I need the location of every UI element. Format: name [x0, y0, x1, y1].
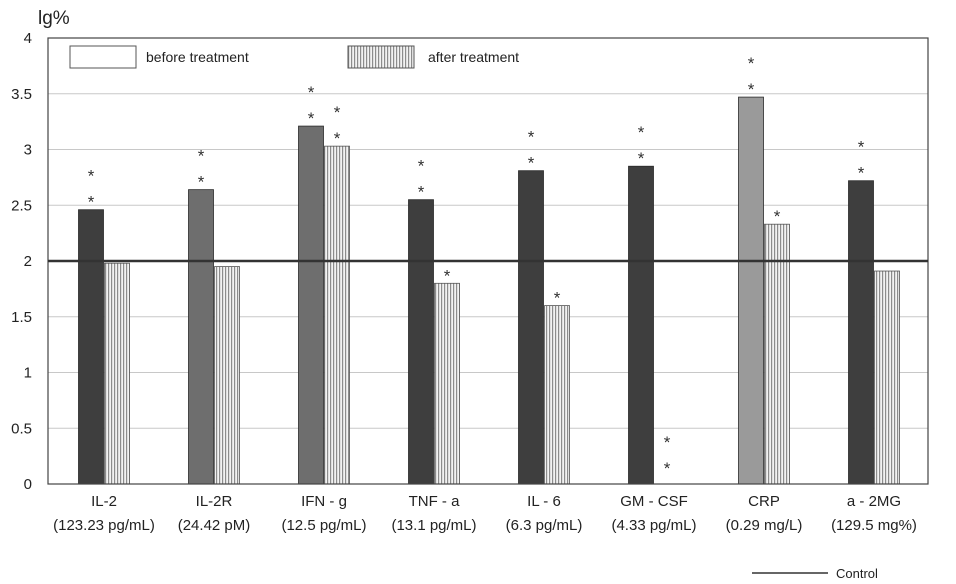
y-tick-label: 2: [24, 253, 32, 270]
x-tick-unit-label: (129.5 mg%): [831, 517, 917, 534]
y-tick-label: 1.5: [11, 309, 32, 326]
y-tick-label: 2.5: [11, 197, 32, 214]
y-tick-label: 4: [24, 30, 32, 47]
bar-after-treatment: [434, 282, 460, 485]
significance-markers: * * * * * * * * * * * * * * * * * * * * * * *: [88, 54, 865, 478]
legend: before treatment after treatment: [69, 45, 519, 69]
bar-before-treatment: [298, 125, 324, 485]
significance-star: *: [664, 459, 671, 478]
control-legend: Control: [752, 566, 878, 581]
significance-star: *: [638, 123, 645, 142]
x-tick-label: a - 2MG: [847, 493, 901, 510]
significance-star: *: [638, 149, 645, 168]
bar-after-treatment: [874, 270, 900, 485]
bar-after-treatment: [104, 262, 130, 485]
significance-star: *: [308, 109, 315, 128]
x-tick-unit-label: (24.42 pM): [178, 517, 251, 534]
y-tick-label: 3: [24, 142, 32, 159]
significance-star: *: [88, 193, 95, 212]
significance-star: *: [418, 157, 425, 176]
bar-before-treatment: [738, 96, 764, 485]
y-tick-label: 0.5: [11, 420, 32, 437]
x-tick-label: IL-2: [91, 493, 117, 510]
y-tick-labels: 0 0.5 1 1.5 2 2.5 3 3.5 4: [11, 30, 32, 493]
legend-label-before: before treatment: [146, 49, 249, 65]
x-tick-labels: IL-2 (123.23 pg/mL) IL-2R (24.42 pM) IFN - g…: [53, 493, 917, 534]
bar-after-treatment: [214, 266, 240, 485]
significance-star: *: [334, 129, 341, 148]
significance-star: *: [528, 128, 535, 147]
x-tick-unit-label: (0.29 mg/L): [726, 517, 803, 534]
significance-star: *: [774, 207, 781, 226]
bar-after-treatment: [544, 305, 570, 485]
significance-star: *: [444, 266, 451, 285]
x-tick-unit-label: (123.23 pg/mL): [53, 517, 155, 534]
x-tick-label: IFN - g: [301, 493, 347, 510]
significance-star: *: [334, 103, 341, 122]
legend-label-after: after treatment: [428, 49, 519, 65]
significance-star: *: [198, 173, 205, 192]
x-tick-unit-label: (4.33 pg/mL): [611, 517, 696, 534]
x-tick-label: CRP: [748, 493, 780, 510]
significance-star: *: [528, 154, 535, 173]
y-axis-label: lg%: [38, 8, 70, 29]
bar-before-treatment: [78, 209, 104, 485]
bar-before-treatment: [628, 165, 654, 485]
bar-before-treatment: [188, 189, 214, 485]
significance-star: *: [858, 138, 865, 157]
y-tick-label: 1: [24, 365, 32, 382]
significance-star: *: [554, 289, 561, 308]
x-tick-unit-label: (6.3 pg/mL): [506, 517, 583, 534]
x-tick-label: IL - 6: [527, 493, 561, 510]
legend-swatch-before: [69, 45, 137, 69]
significance-star: *: [308, 83, 315, 102]
bar-before-treatment: [408, 199, 434, 485]
bar-after-treatment: [324, 145, 350, 485]
significance-star: *: [418, 183, 425, 202]
x-tick-label: GM - CSF: [620, 493, 688, 510]
y-tick-label: 3.5: [11, 86, 32, 103]
bar-before-treatment: [848, 180, 874, 485]
significance-star: *: [664, 433, 671, 452]
x-tick-label: TNF - a: [409, 493, 460, 510]
x-tick-unit-label: (12.5 pg/mL): [281, 517, 366, 534]
y-tick-label: 0: [24, 476, 32, 493]
bar-before-treatment: [518, 170, 544, 485]
significance-star: *: [748, 54, 755, 73]
legend-swatch-after: [347, 45, 415, 69]
bar-after-treatment: [764, 223, 790, 485]
significance-star: *: [88, 167, 95, 186]
x-tick-unit-label: (13.1 pg/mL): [391, 517, 476, 534]
bars: [78, 96, 900, 485]
significance-star: *: [198, 147, 205, 166]
significance-star: *: [858, 164, 865, 183]
significance-star: *: [748, 80, 755, 99]
control-legend-label: Control: [836, 566, 878, 581]
x-tick-label: IL-2R: [196, 493, 233, 510]
